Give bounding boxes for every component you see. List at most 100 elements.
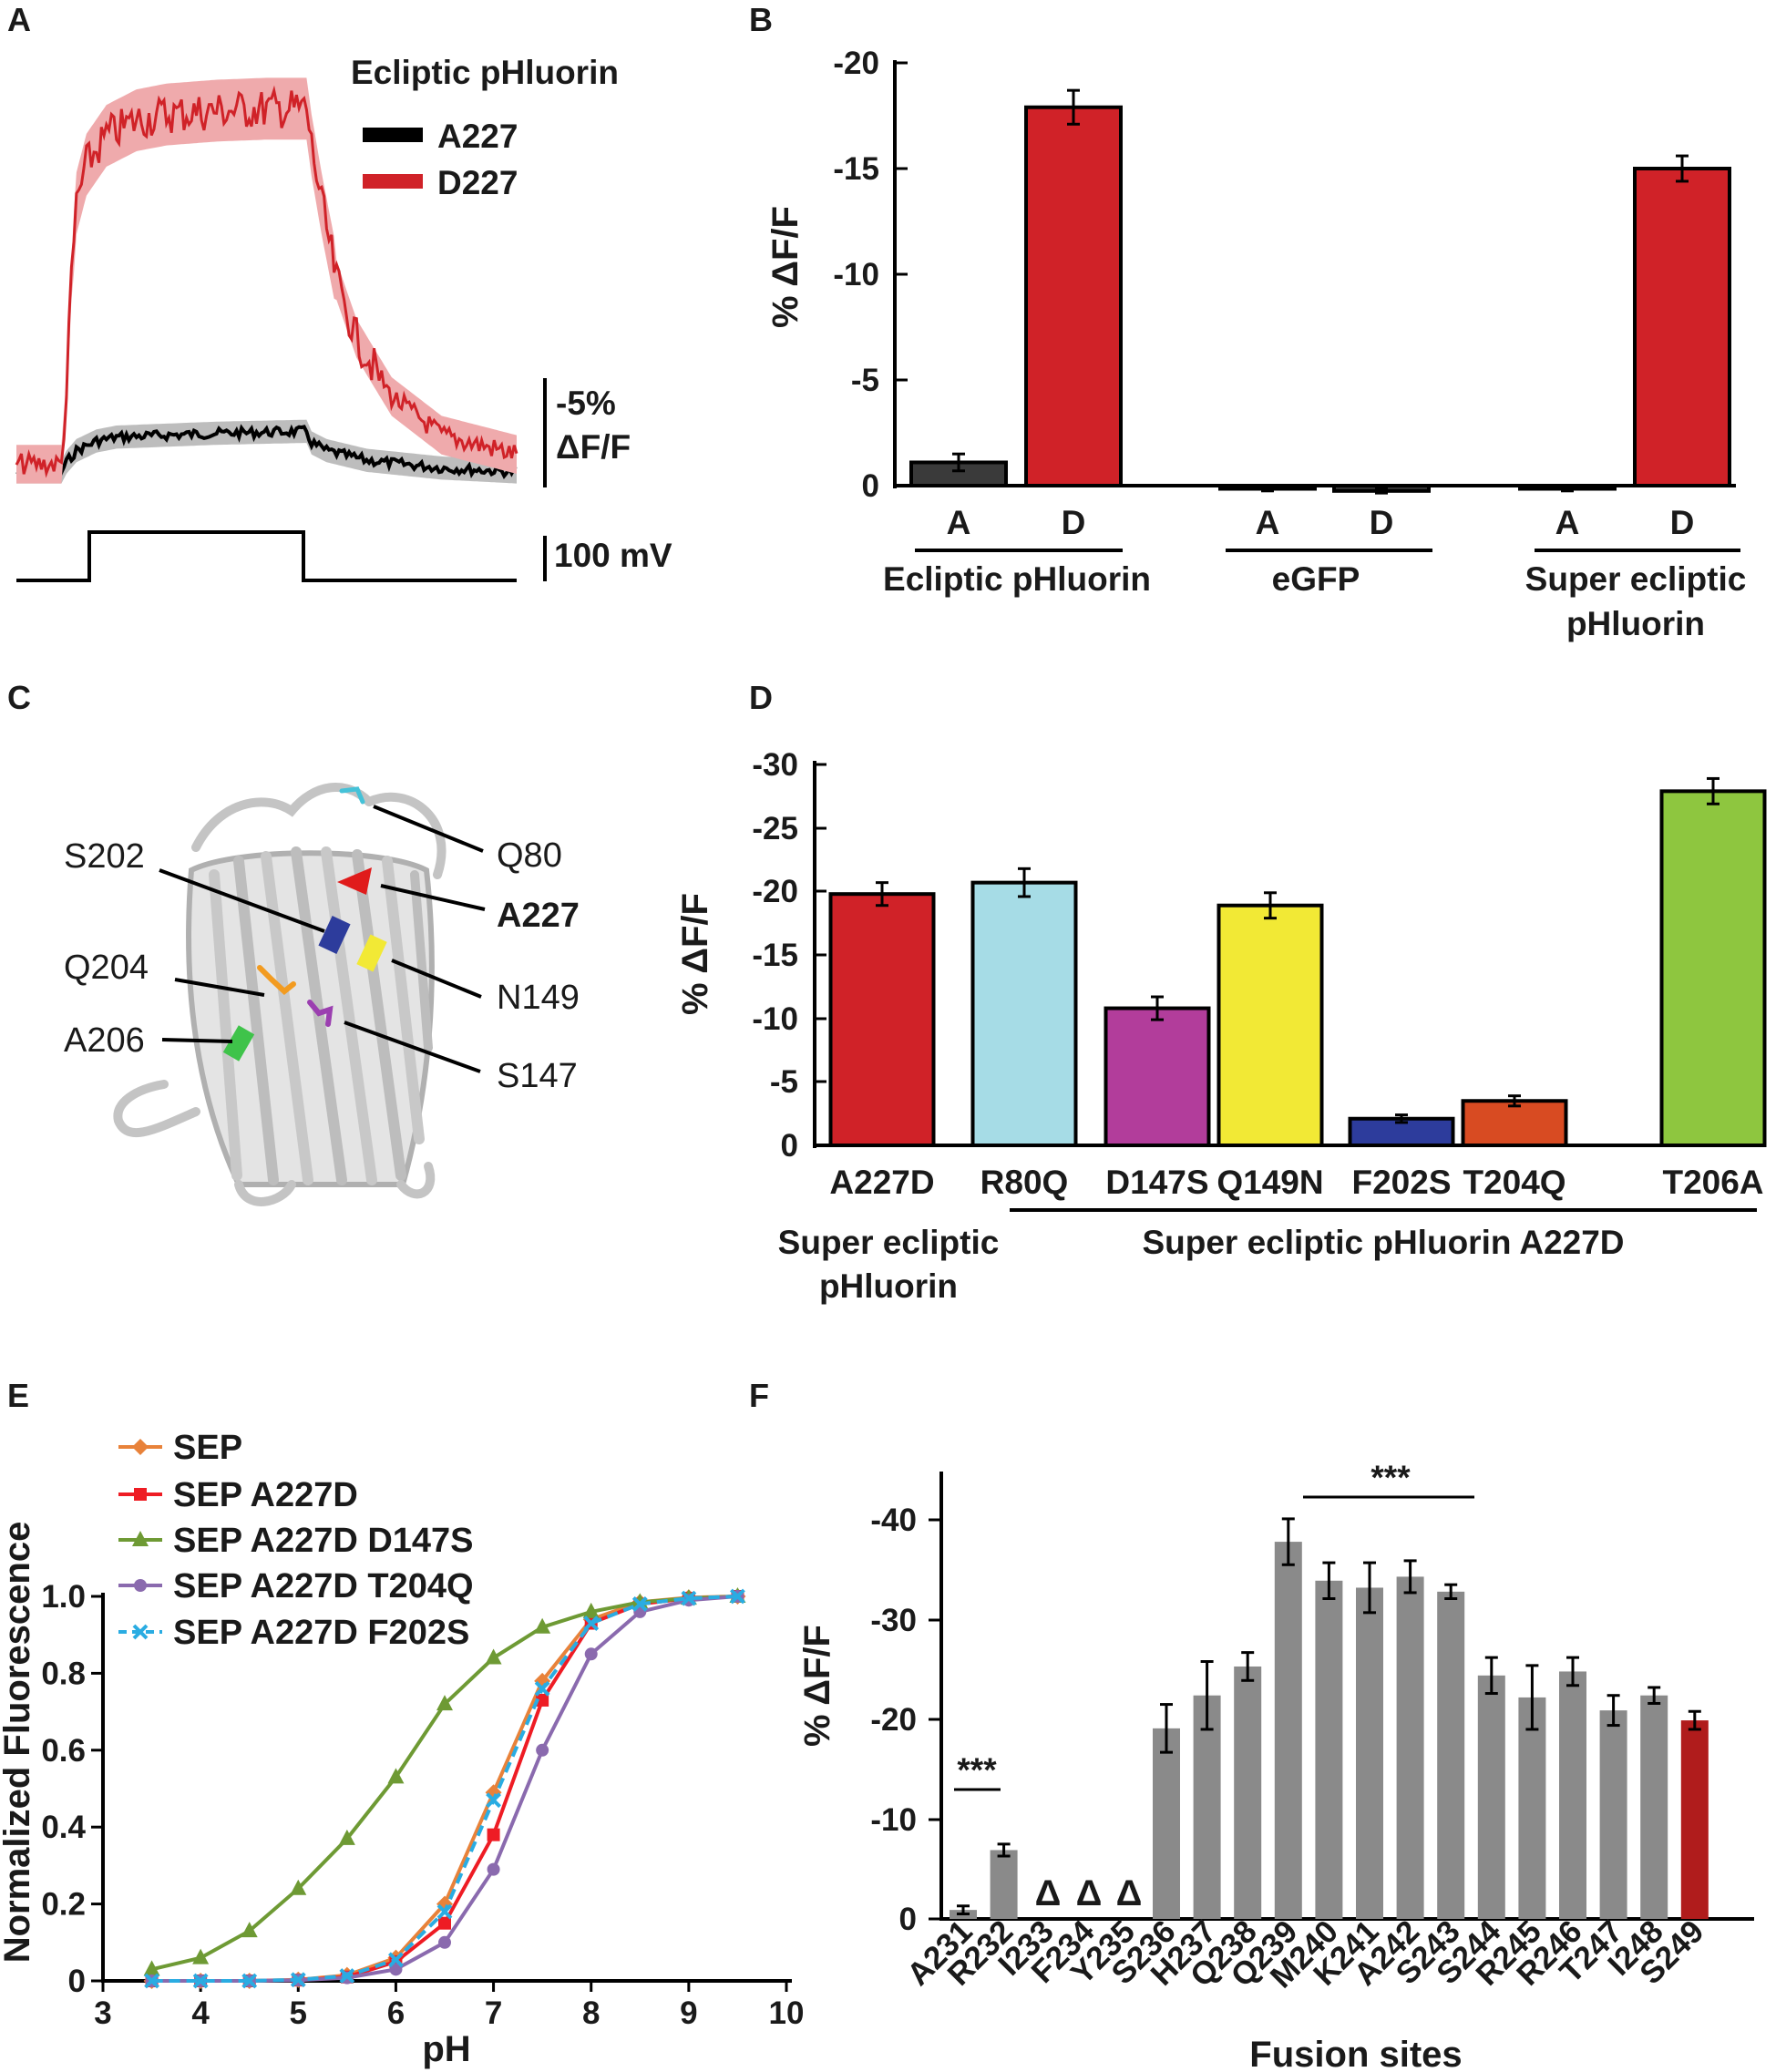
legend-label-a227: A227 [437,118,518,155]
point-sep-a227d-f202s [388,1952,404,1968]
point-sep-a227d-f202s [730,1588,745,1605]
leader-a227 [380,884,486,911]
y-tick-label: -25 [752,811,798,846]
panel-f-ylabel: % ΔF/F [797,1625,837,1747]
group-label-sep-2: pHluorin [1566,605,1705,642]
voltage-step-trace [16,530,517,582]
point-sep-a227d-t204q [584,1647,598,1661]
bar-a242 [1396,1576,1424,1919]
point-sep-a227d-f202s [339,1968,355,1984]
panel-a-title: Ecliptic pHluorin [351,54,619,91]
beta-strand [382,856,425,1144]
sig-label-left: *** [957,1751,997,1789]
group-label-egfp: eGFP [1272,560,1360,598]
bar-label-a: A [1256,504,1280,541]
bar-q149n [1217,903,1324,1148]
category-label-f202s: F202S [1351,1164,1451,1201]
bar-label-d: D [1370,504,1394,541]
panel-b-letter: B [749,1,773,38]
bar-r232 [990,1850,1018,1919]
panel-a: A Ecliptic pHluorin A227 D227 -5% ΔF/F 1… [7,1,672,582]
y-tick-label: 0.8 [41,1656,86,1691]
point-sep-a227d-d147s [436,1695,453,1711]
s202-residue [318,916,351,954]
group-label-sep-a227d: Super ecliptic pHluorin A227D [1142,1224,1624,1261]
panel-c-letter: C [7,679,31,716]
panel-f-y-ticks: -40 -30 -20 -10 0 [870,1503,941,1937]
legend-marker-sep [132,1439,149,1455]
point-sep-a227d [438,1916,451,1930]
trace-band-d227 [16,77,517,484]
beta-strand [233,856,279,1185]
beta-strand [410,870,433,1052]
point-sep-a227d-d147s [485,1648,502,1665]
bar-label-d: D [1670,504,1695,541]
point-sep-a227d-f202s [290,1972,306,1988]
beta-strand [352,849,406,1181]
y-tick-label: -5 [851,363,879,398]
y-tick-label: -15 [833,151,879,187]
y-tick-label: -20 [833,46,879,81]
point-sep-a227d-d147s [192,1948,210,1964]
leader-q80 [373,805,484,853]
bar-m240 [1315,1580,1343,1919]
s147-residue [307,1000,334,1027]
y-tick-label: 0 [781,1128,798,1164]
y-tick-label: 0.2 [41,1887,86,1923]
bar-t204q [1461,1099,1568,1147]
panel-d-ylabel: % ΔF/F [675,893,715,1015]
bar-i248 [1640,1695,1668,1919]
y-tick-label: -40 [870,1503,917,1538]
bar-t247 [1599,1710,1627,1919]
y-tick-label: 1.0 [41,1579,86,1615]
bar-a227d [828,892,936,1147]
panel-f-xlabel: Fusion sites [1249,2035,1462,2072]
x-tick-label: 4 [191,1995,210,2031]
bar-k241 [1356,1587,1383,1919]
category-label-r80q: R80Q [980,1164,1069,1201]
panel-f-letter: F [749,1377,769,1414]
panel-e: E Normalized Fluorescence pH 3 4 5 6 7 8 9 10 1.… [0,1377,804,2069]
point-sep-a227d-f202s [144,1973,159,1989]
legend-marker-sep-a227d [134,1488,147,1501]
panel-a-letter: A [7,1,31,38]
panel-b-y-ticks: -20 -15 -10 -5 0 [833,46,908,504]
point-sep-a227d-t204q [536,1743,549,1757]
panel-f-bars [950,1517,1709,1919]
bar-super-ecliptic-phluorin-d [1633,167,1731,487]
leader-q204 [174,978,265,997]
bar-s249 [1680,1720,1709,1919]
fluor-scale-label: -5% [556,385,616,422]
bar-label-a: A [1555,504,1580,541]
y-tick-label: -10 [752,1001,798,1037]
voltage-scale-label: 100 mV [554,537,672,574]
panel-f: F % ΔF/F Fusion sites -40 -30 -20 -10 0 … [749,1377,1754,2072]
panel-e-xlabel: pH [422,2029,470,2069]
gfp-barrel-structure [113,783,447,1206]
y-tick-label: 0.4 [41,1810,86,1845]
residue-label-a227: A227 [497,897,580,935]
residue-label-a206: A206 [64,1021,145,1060]
point-sep-a227d-f202s [631,1596,648,1612]
bar-t206a [1659,789,1767,1148]
legend-label-sep: SEP [173,1429,242,1467]
a227-residue [337,867,372,895]
group-label-sep: Super ecliptic [1525,560,1747,598]
point-sep-a227d [536,1693,549,1707]
x-tick-label: 8 [582,1995,600,2031]
category-label-t206a: T206A [1662,1164,1763,1201]
panel-f-category-labels: A231R232I233F234Y235S236H237Q238Q239M240… [900,1913,1711,1995]
residue-label-s202: S202 [64,837,145,876]
q80-residue [339,786,365,805]
bar-r246 [1559,1671,1586,1919]
y-tick-label: -15 [752,938,798,973]
point-sep-a227d-d147s [290,1879,307,1895]
y-tick-label: -5 [770,1064,798,1100]
point-sep-a227d-f202s [583,1616,600,1631]
legend-marker-sep-a227d-f202s [132,1624,149,1640]
category-label-t204q: T204Q [1463,1164,1566,1201]
leader-s147 [344,1021,481,1073]
trace-a227 [15,424,518,479]
point-sep-a227d-f202s [534,1680,550,1697]
point-sep-a227d-d147s [143,1960,160,1976]
